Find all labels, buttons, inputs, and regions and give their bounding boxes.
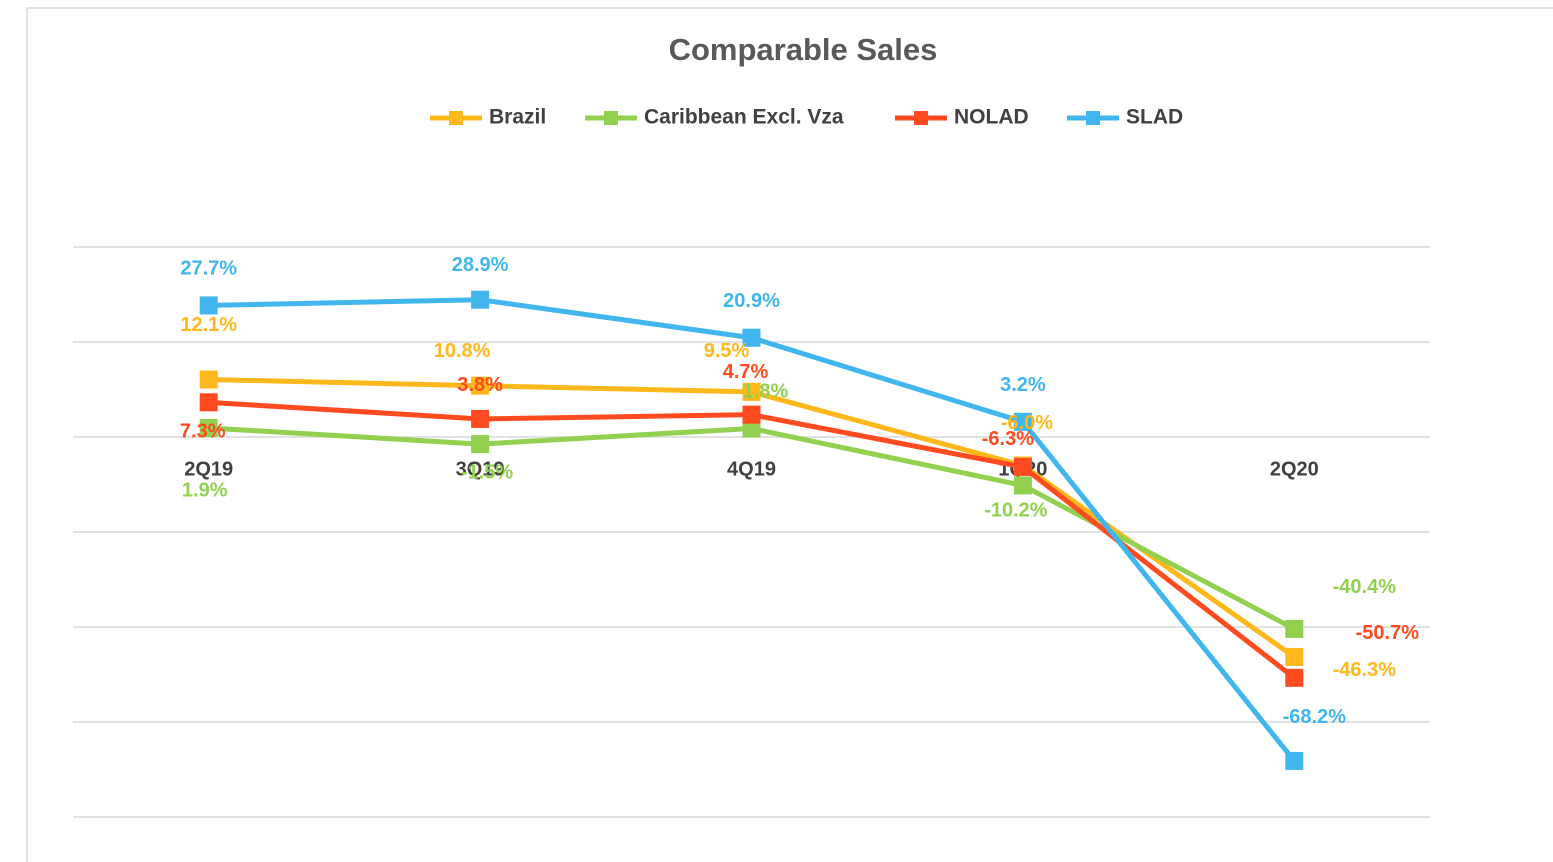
data-label: -46.3% bbox=[1333, 659, 1397, 681]
data-point bbox=[1285, 647, 1304, 666]
data-point bbox=[471, 376, 490, 395]
legend-marker bbox=[604, 111, 618, 125]
data-point bbox=[471, 409, 490, 428]
data-point bbox=[742, 405, 761, 424]
data-label: 28.9% bbox=[452, 254, 509, 276]
data-label: 9.5% bbox=[704, 340, 750, 362]
data-point bbox=[199, 370, 218, 389]
data-point bbox=[1013, 476, 1032, 495]
legend-marker bbox=[1086, 111, 1100, 125]
data-label: 3.8% bbox=[457, 374, 503, 396]
data-point bbox=[199, 296, 218, 315]
data-label: -6.3% bbox=[982, 428, 1034, 450]
data-label: 1.9% bbox=[182, 479, 228, 501]
data-point bbox=[1013, 412, 1032, 431]
data-label: 7.3% bbox=[180, 421, 226, 443]
legend-marker bbox=[914, 111, 928, 125]
legend-label: Brazil bbox=[489, 106, 546, 129]
data-label: 4.7% bbox=[723, 361, 769, 383]
legend-marker bbox=[449, 111, 463, 125]
data-label: -10.2% bbox=[984, 500, 1048, 522]
x-tick-label: 2Q19 bbox=[184, 458, 233, 480]
data-point bbox=[199, 393, 218, 412]
legend-label: SLAD bbox=[1126, 106, 1183, 129]
legend-label: NOLAD bbox=[954, 106, 1029, 129]
data-label: 20.9% bbox=[723, 290, 780, 312]
data-point bbox=[1285, 751, 1304, 770]
data-label: -68.2% bbox=[1283, 706, 1347, 728]
data-point bbox=[471, 290, 490, 309]
data-label: 10.8% bbox=[434, 340, 491, 362]
x-tick-label: 3Q19 bbox=[456, 458, 505, 480]
data-label: 3.2% bbox=[1000, 374, 1046, 396]
data-label: 27.7% bbox=[180, 258, 237, 280]
data-point bbox=[471, 435, 490, 454]
data-label: -40.4% bbox=[1333, 576, 1397, 598]
x-tick-label: 4Q19 bbox=[727, 458, 776, 480]
data-label: 1.8% bbox=[743, 381, 789, 403]
x-tick-label: 2Q20 bbox=[1270, 458, 1319, 480]
data-point bbox=[742, 419, 761, 438]
data-point bbox=[1013, 457, 1032, 476]
data-point bbox=[742, 328, 761, 347]
data-point bbox=[199, 418, 218, 437]
data-point bbox=[1285, 668, 1304, 687]
data-label: -50.7% bbox=[1356, 622, 1420, 644]
chart-title: Comparable Sales bbox=[669, 32, 938, 67]
data-label: 12.1% bbox=[180, 314, 237, 336]
data-label: -1.5% bbox=[461, 461, 513, 483]
data-label: -6.0% bbox=[1001, 412, 1053, 434]
data-point bbox=[742, 382, 761, 401]
legend-label: Caribbean Excl. Vza bbox=[644, 106, 844, 129]
data-point bbox=[1285, 619, 1304, 638]
